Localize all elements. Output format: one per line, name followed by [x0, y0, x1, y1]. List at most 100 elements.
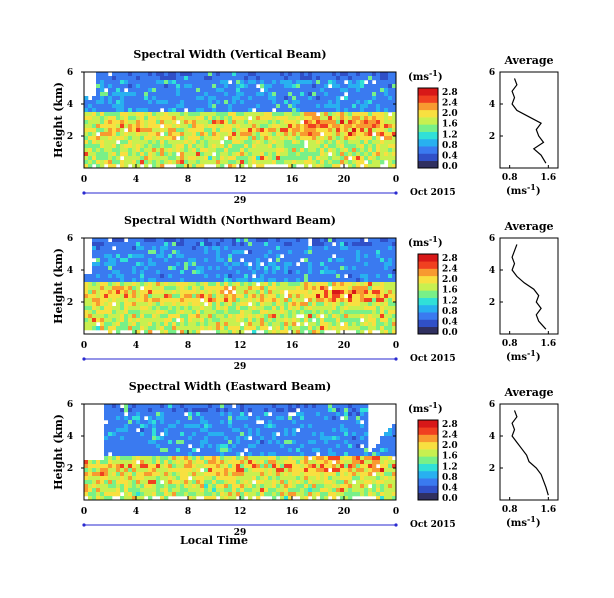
avg-y-tick-label: 2: [489, 132, 495, 142]
date-month: Oct 2015: [410, 354, 456, 364]
date-day: 29: [234, 528, 247, 538]
panel-3: Spectral Width (Eastward Beam)642Height …: [52, 380, 559, 538]
x-tick-label: 4: [133, 507, 139, 517]
colorbar-band: [418, 117, 438, 125]
y-tick-label: 2: [67, 464, 73, 474]
y-tick-label: 6: [67, 400, 73, 410]
y-tick-label: 6: [67, 234, 73, 244]
avg-y-tick-label: 6: [489, 400, 495, 410]
x-tick-label: 4: [133, 175, 139, 185]
date-month: Oct 2015: [410, 188, 456, 198]
colorbar-tick-label: 2.4: [442, 99, 458, 109]
x-tick-label: 12: [234, 507, 247, 517]
x-tick-label: 20: [338, 507, 351, 517]
x-tick-label: 0: [81, 175, 87, 185]
colorbar-band: [418, 124, 438, 132]
colorbar-tick-label: 0.4: [442, 151, 458, 161]
colorbar-tick-label: 2.8: [442, 420, 458, 430]
colorbar-band: [418, 420, 438, 428]
y-tick-label: 4: [67, 432, 73, 442]
colorbar-band: [418, 478, 438, 486]
colorbar-frame: [417, 419, 439, 501]
date-axis-end: [394, 191, 398, 195]
colorbar-frame: [417, 253, 439, 335]
date-axis-end: [394, 357, 398, 361]
colorbar-band: [418, 449, 438, 457]
y-axis-label: Height (km): [52, 414, 65, 490]
date-axis-start: [82, 191, 86, 195]
average-frame: [499, 237, 559, 335]
average-frame: [499, 71, 559, 169]
colorbar-tick-label: 1.2: [442, 130, 458, 140]
colorbar-tick-label: 2.0: [442, 109, 458, 119]
colorbar-tick-label: 2.8: [442, 88, 458, 98]
colorbar-band: [418, 88, 438, 96]
colorbar-unit: (ms-1): [408, 68, 443, 83]
x-tick-label: 8: [185, 507, 191, 517]
colorbar-band: [418, 102, 438, 111]
colorbar-band: [418, 275, 438, 284]
average-unit: (ms-1): [506, 348, 541, 363]
panel-1: Spectral Width (Vertical Beam)642Height …: [52, 48, 559, 206]
x-tick-label: 16: [286, 507, 299, 517]
colorbar-tick-label: 2.0: [442, 275, 458, 285]
date-axis-end: [394, 523, 398, 527]
y-axis-label: Height (km): [52, 82, 65, 158]
colorbar-band: [418, 268, 438, 277]
colorbar-tick-label: 0.0: [442, 328, 458, 338]
x-tick-label: 12: [234, 175, 247, 185]
colorbar-band: [418, 146, 438, 154]
average-profile-line: [511, 78, 547, 164]
avg-x-tick-label: 0.8: [502, 173, 518, 183]
average-title: Average: [503, 386, 553, 399]
avg-y-tick-label: 2: [489, 464, 495, 474]
avg-x-tick-label: 0.8: [502, 505, 518, 515]
colorbar-tick-label: 2.4: [442, 265, 458, 275]
colorbar-band: [418, 131, 438, 140]
y-tick-label: 4: [67, 266, 73, 276]
colorbar-band: [418, 290, 438, 298]
colorbar-tick-label: 1.6: [442, 286, 458, 296]
colorbar-band: [418, 434, 438, 443]
colorbar-band: [418, 160, 438, 169]
colorbar-band: [418, 441, 438, 450]
avg-y-tick-label: 6: [489, 234, 495, 244]
colorbar-band: [418, 427, 438, 435]
colorbar-band: [418, 153, 438, 162]
colorbar-tick-label: 1.2: [442, 462, 458, 472]
colorbar-band: [418, 109, 438, 118]
avg-y-tick-label: 2: [489, 298, 495, 308]
colorbar-tick-label: 2.8: [442, 254, 458, 264]
colorbar-band: [418, 326, 438, 335]
colorbar-band: [418, 95, 438, 103]
y-tick-label: 2: [67, 298, 73, 308]
colorbar-tick-label: 2.4: [442, 431, 458, 441]
x-tick-label: 8: [185, 341, 191, 351]
colorbar-tick-label: 0.0: [442, 162, 458, 172]
panel-title: Spectral Width (Northward Beam): [124, 214, 336, 227]
colorbar-band: [418, 312, 438, 320]
colorbar-band: [418, 283, 438, 291]
y-axis-label: Height (km): [52, 248, 65, 324]
average-title: Average: [503, 54, 553, 67]
colorbar-tick-label: 1.6: [442, 452, 458, 462]
colorbar-band: [418, 254, 438, 262]
colorbar-band: [418, 304, 438, 313]
colorbar-tick-label: 2.0: [442, 441, 458, 451]
avg-y-tick-label: 4: [489, 266, 495, 276]
average-unit: (ms-1): [506, 514, 541, 529]
x-tick-label: 0: [81, 341, 87, 351]
colorbar-tick-label: 0.8: [442, 473, 458, 483]
x-tick-label: 20: [338, 175, 351, 185]
colorbar-frame: [417, 87, 439, 169]
y-tick-label: 4: [67, 100, 73, 110]
colorbar-band: [418, 470, 438, 479]
colorbar-tick-label: 0.4: [442, 317, 458, 327]
heatmap: [84, 238, 397, 335]
x-tick-label: 0: [393, 341, 399, 351]
x-tick-label: 16: [286, 175, 299, 185]
y-tick-label: 2: [67, 132, 73, 142]
x-tick-label: 0: [81, 507, 87, 517]
x-tick-label: 20: [338, 341, 351, 351]
avg-x-tick-label: 1.6: [540, 173, 556, 183]
